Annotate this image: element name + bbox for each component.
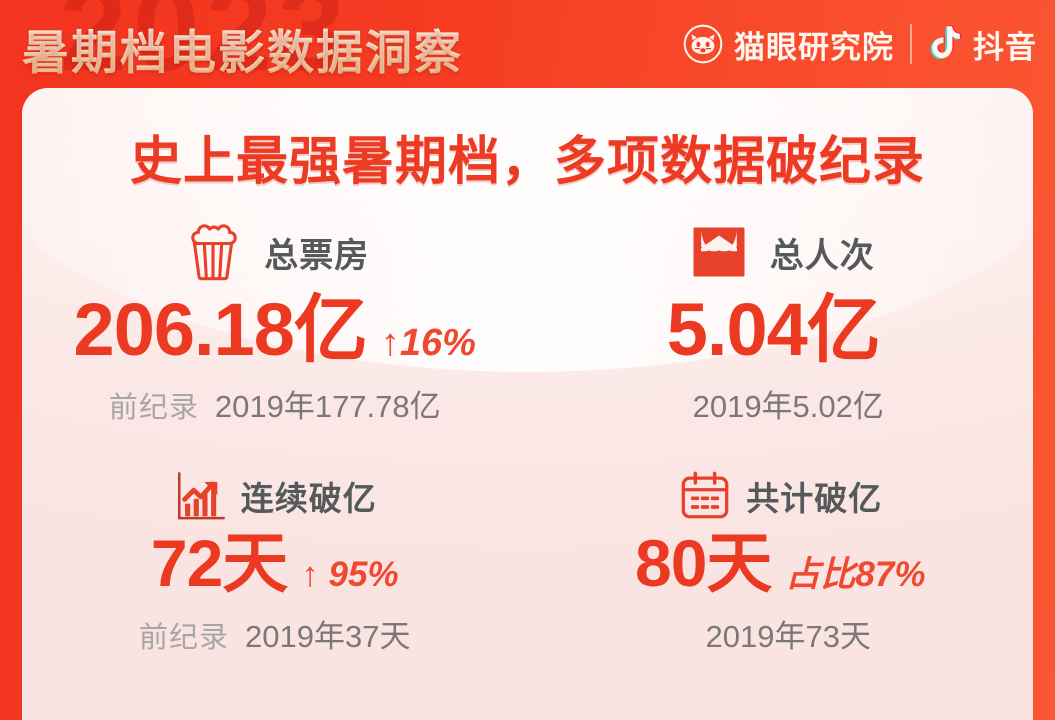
stat-sub: 前纪录 2019年37天 <box>139 611 410 656</box>
growth-chart-icon <box>173 469 227 523</box>
stat-main: 5.04亿 <box>666 288 894 371</box>
maoyan-cat-icon <box>683 24 723 64</box>
stat-main: 80天 占比87% <box>635 526 926 600</box>
card-title: 史上最强暑期档，多项数据破纪录 <box>129 133 925 191</box>
stat-sub: 2019年73天 <box>690 611 871 656</box>
stat-sub-tag: 前纪录 <box>139 622 230 655</box>
stat-value: 72天 <box>150 526 288 600</box>
stat-sub-tag: 前纪录 <box>108 392 199 425</box>
stat-sub-value: 2019年37天 <box>245 619 411 655</box>
stat-header: 连续破亿 <box>173 464 377 528</box>
stats-card: 史上最强暑期档，多项数据破纪录 总票房 <box>22 88 1033 720</box>
stat-header: 总人次 <box>686 214 875 290</box>
stat-label: 总票房 <box>264 236 370 275</box>
stat-total-box-office: 总票房 206.18亿 ↑16% 前纪录 2019年177.78亿 <box>22 214 528 464</box>
stat-label: 连续破亿 <box>240 480 377 517</box>
cinema-audience-icon <box>686 219 752 285</box>
douyin-note-icon <box>928 25 962 63</box>
calendar-icon <box>678 469 732 523</box>
stat-value: 80天 <box>635 526 772 600</box>
stat-label: 总人次 <box>769 236 875 275</box>
stat-delta: 占比87% <box>785 555 926 594</box>
stat-consecutive-100m-days: 连续破亿 72天 ↑ 95% 前纪录 2019年37天 <box>22 464 528 714</box>
stat-header: 共计破亿 <box>678 464 882 528</box>
brand-divider <box>910 24 912 64</box>
stat-sub-value: 2019年177.78亿 <box>214 389 441 425</box>
stat-delta: ↑ 95% <box>301 555 399 594</box>
stat-sub-value: 2019年5.02亿 <box>692 389 884 425</box>
brand-douyin-label: 抖音 <box>973 29 1037 65</box>
stat-header: 总票房 <box>180 214 369 290</box>
header-watermark-year: 2023 <box>60 0 351 98</box>
stat-value: 206.18亿 <box>73 288 368 371</box>
stat-sub: 前纪录 2019年177.78亿 <box>109 381 441 426</box>
stat-main: 72天 ↑ 95% <box>150 526 399 600</box>
brand-bar: 猫眼研究院 抖音 <box>683 18 1037 70</box>
brand-maoyan: 猫眼研究院 <box>683 22 894 67</box>
brand-douyin: 抖音 <box>928 22 1037 67</box>
stat-main: 206.18亿 ↑16% <box>73 288 476 371</box>
stats-grid: 总票房 206.18亿 ↑16% 前纪录 2019年177.78亿 <box>22 214 1033 714</box>
stat-total-admissions: 总人次 5.04亿 2019年5.02亿 <box>528 214 1034 464</box>
stat-sub-value: 2019年73天 <box>705 619 871 655</box>
header-bar: 2023 暑期档电影数据洞察 猫眼研究院 <box>0 0 1055 96</box>
stat-delta: ↑16% <box>380 322 476 364</box>
stat-label: 共计破亿 <box>746 480 883 517</box>
stat-total-100m-days: 共计破亿 80天 占比87% 2019年73天 <box>528 464 1034 714</box>
popcorn-icon <box>180 219 246 285</box>
stat-value: 5.04亿 <box>666 288 881 371</box>
brand-maoyan-label: 猫眼研究院 <box>734 29 894 65</box>
header-title: 暑期档电影数据洞察 <box>22 14 463 83</box>
stat-sub: 2019年5.02亿 <box>677 381 884 426</box>
